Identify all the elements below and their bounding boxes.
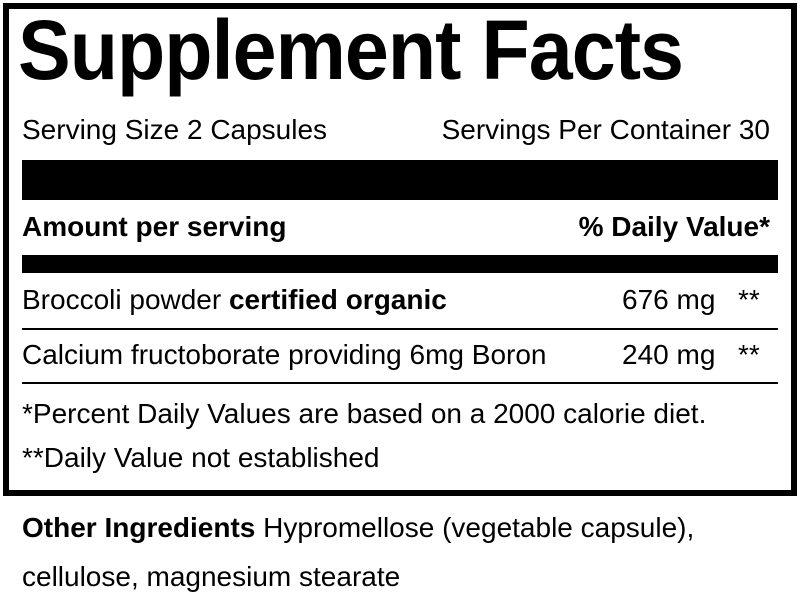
other-ingredients-line2: cellulose, magnesium stearate bbox=[22, 561, 401, 592]
ingredient-amount: 676 mg bbox=[622, 284, 716, 315]
ingredient-row: Calcium fructoborate providing 6mg Boron bbox=[22, 339, 546, 371]
row-divider bbox=[22, 328, 778, 330]
ingredient-dv: ** bbox=[738, 284, 760, 315]
ingredient-name: Calcium fructoborate providing 6mg Boron bbox=[22, 339, 547, 370]
servings-per-container: Servings Per Container 30 bbox=[441, 114, 770, 145]
other-ingredients-label: Other Ingredients bbox=[22, 512, 256, 543]
ingredient-dv: ** bbox=[738, 339, 760, 370]
other-ingredients-line1: Hypromellose (vegetable capsule), bbox=[263, 512, 695, 543]
ingredient-name: Broccoli powder bbox=[22, 284, 222, 315]
panel-title: Supplement Facts bbox=[18, 3, 684, 97]
medium-divider bbox=[22, 255, 778, 273]
serving-size: Serving Size 2 Capsules bbox=[22, 114, 328, 145]
row-divider bbox=[22, 382, 778, 384]
ingredient-amount: 240 mg bbox=[622, 339, 716, 370]
ingredient-qualifier: certified organic bbox=[228, 284, 447, 315]
footnote: *Percent Daily Values are based on a 200… bbox=[22, 398, 707, 429]
daily-value-header: % Daily Value* bbox=[578, 211, 770, 242]
amount-per-serving-header: Amount per serving bbox=[22, 211, 287, 242]
thick-divider bbox=[22, 160, 778, 200]
footnote: **Daily Value not established bbox=[22, 442, 380, 473]
ingredient-row: Broccoli powder certified organic bbox=[22, 284, 447, 316]
other-ingredients: Other Ingredients Hypromellose (vegetabl… bbox=[22, 512, 694, 544]
supplement-facts-panel bbox=[3, 3, 797, 496]
